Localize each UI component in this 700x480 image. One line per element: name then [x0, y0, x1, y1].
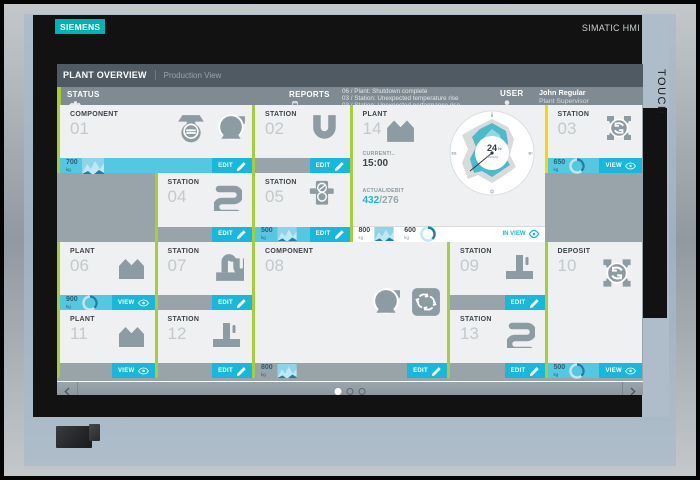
- svg-text:12: 12: [489, 189, 495, 194]
- svg-text:History: History: [485, 154, 497, 159]
- svg-text:24: 24: [486, 143, 496, 153]
- svg-text:18: 18: [451, 151, 457, 156]
